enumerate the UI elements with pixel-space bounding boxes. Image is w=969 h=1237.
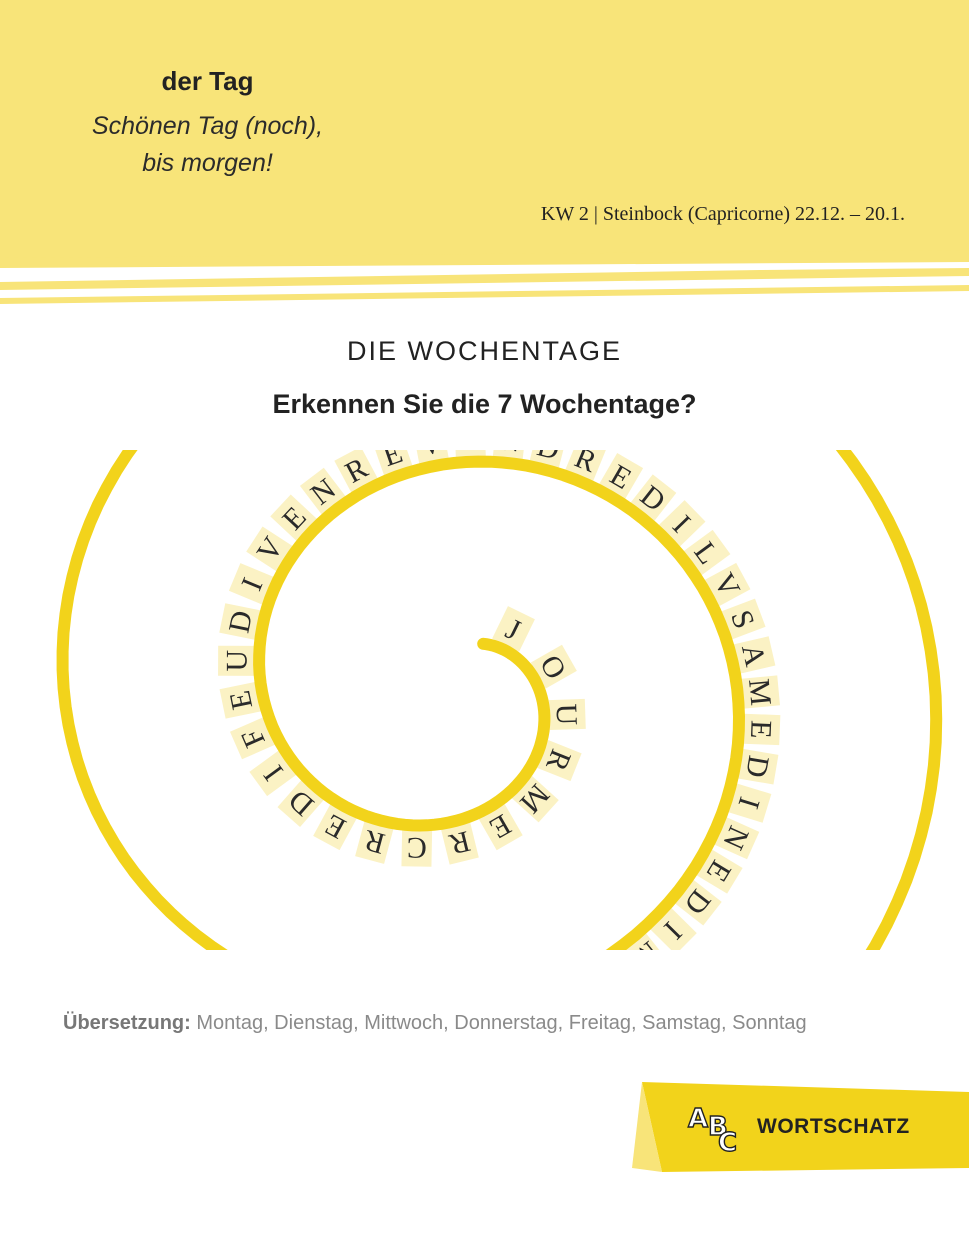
header-background — [0, 0, 969, 304]
wortschatz-label: WORTSCHATZ — [757, 1115, 910, 1138]
abc-letter-b: B — [707, 1111, 728, 1142]
letter-tile — [622, 933, 669, 950]
spiral-letter: M — [742, 677, 777, 707]
letter-tile — [218, 645, 255, 676]
letter-tile — [299, 467, 346, 515]
letter-tile — [630, 474, 677, 522]
letter-tile — [511, 775, 559, 823]
letter-tile — [277, 780, 324, 827]
letter-tile — [743, 713, 781, 746]
spiral-letter: E — [744, 720, 778, 740]
question: Erkennen Sie die 7 Wochentage? — [272, 389, 697, 419]
letter-tile — [714, 817, 760, 860]
spiral-tiles — [218, 450, 781, 950]
spiral-letter: E — [460, 450, 480, 457]
spiral-line — [56, 450, 943, 950]
letter-tile — [401, 830, 433, 867]
letter-tile — [683, 529, 731, 576]
abc-letter-c: C — [717, 1127, 738, 1158]
letter-tile — [674, 879, 722, 926]
letter-tile — [270, 494, 318, 541]
letter-tile — [721, 598, 766, 640]
abc-letter-a: A — [687, 1103, 709, 1134]
letter-tile — [658, 500, 706, 547]
spiral-letter: U — [221, 650, 254, 672]
letter-tile — [355, 821, 394, 864]
letter-tile — [334, 450, 378, 493]
spiral-letter: C — [406, 831, 427, 864]
section-heading: DIE WOCHENTAGE — [346, 336, 622, 366]
letter-tile — [529, 450, 568, 468]
letter-tile — [412, 450, 449, 464]
letter-tile — [650, 907, 697, 950]
letter-tile — [478, 804, 523, 851]
letter-tile — [228, 563, 274, 605]
wortschatz-tag: A B C WORTSCHATZ — [630, 1078, 969, 1176]
letter-tile — [313, 804, 357, 851]
spiral-letter: U — [549, 703, 583, 726]
letter-tile — [696, 849, 743, 894]
letter-tile — [372, 450, 413, 476]
spiral-letter: N — [497, 450, 522, 459]
translation: Übersetzung: Montag, Dienstag, Mittwoch,… — [63, 1012, 807, 1035]
letter-tile — [548, 698, 586, 731]
greeting: Schönen Tag (noch), bis morgen! — [0, 108, 415, 182]
header-band: der Tag Schönen Tag (noch), bis morgen! … — [0, 0, 969, 310]
letter-tile — [246, 526, 293, 572]
translation-label: Übersetzung: — [63, 1012, 191, 1034]
letter-tile — [704, 562, 751, 607]
letter-tile — [530, 644, 577, 689]
letter-tile — [599, 453, 644, 500]
letter-tile — [219, 681, 261, 719]
letter-tile — [565, 450, 607, 482]
spiral-letter: V — [417, 450, 445, 462]
spiral-letter: D — [534, 450, 563, 466]
spiral-letter: D — [739, 753, 775, 780]
letter-tile — [733, 636, 776, 674]
word-title: der Tag — [161, 66, 254, 96]
letter-tile — [741, 675, 781, 709]
word-spiral: JOURMERCREDIFEUDIVENREVENDREDILVSAMEDINE… — [56, 450, 943, 950]
greeting-line-1: Schönen Tag (noch), — [91, 112, 324, 140]
letter-tile — [537, 739, 582, 782]
letter-tile — [728, 783, 772, 823]
letter-tile — [229, 717, 275, 760]
tag-shape — [632, 1082, 969, 1172]
letter-tile — [219, 603, 261, 640]
letter-tile — [441, 822, 479, 865]
abc-icon: A B C — [686, 1102, 746, 1158]
greeting-line-2: bis morgen! — [142, 149, 273, 177]
letter-tile — [492, 606, 535, 652]
letter-tile — [737, 748, 779, 785]
translation-text: Montag, Dienstag, Mittwoch, Donnerstag, … — [196, 1012, 807, 1034]
week-info: KW 2 | Steinbock (Capricorne) 22.12. – 2… — [540, 203, 905, 225]
letter-tile — [249, 750, 297, 797]
